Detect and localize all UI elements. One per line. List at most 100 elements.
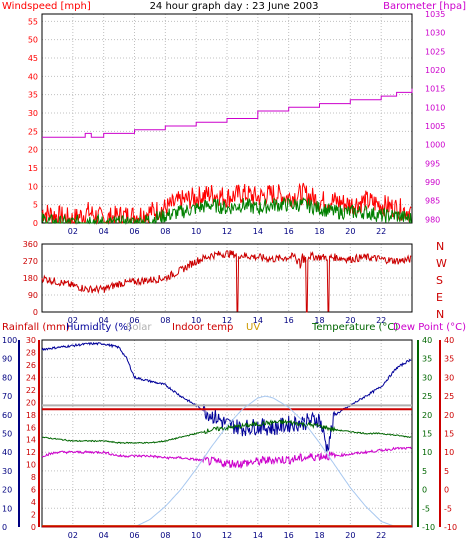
rainfall-tick-label: 0 [31,523,36,532]
rainfall-tick-label: 12 [26,448,36,457]
rainfall-tick-label: 10 [26,461,36,470]
barometer-tick-label: 1030 [425,29,445,38]
solar-curve-line [134,395,396,528]
temperature-tick-label: 30 [422,373,432,382]
x-tick-label: 04 [99,531,109,540]
x-tick-label: 22 [376,316,386,325]
rainfall-tick-label: 6 [31,486,36,495]
x-tick-label: 06 [129,531,139,540]
barometer-tick-label: 1025 [425,47,445,56]
wind-tick-label: 40 [28,72,38,81]
dewpoint-tick-label: 40 [444,336,454,345]
right-axis-label-barometer: Barometer [hpa] [383,1,466,12]
rainfall-tick-label: 18 [26,411,36,420]
humidity-tick-label: 0 [2,523,7,532]
barometer-tick-label: 1010 [425,103,445,112]
direction-tick-label: 0 [33,308,38,317]
dewpoint-tick-label: 5 [444,467,449,476]
x-tick-label: 16 [284,227,294,236]
barometer-tick-label: 1000 [425,141,445,150]
wind-tick-label: 55 [28,17,38,26]
x-tick-label: 10 [191,531,201,540]
x-tick-label: 04 [99,227,109,236]
dewpoint-tick-label: -5 [444,504,452,513]
wind-tick-label: 10 [28,182,38,191]
legend-entry: Rainfall (mm) [2,322,70,333]
rainfall-tick-label: 22 [26,386,36,395]
x-tick-label: 02 [68,316,78,325]
x-tick-label: 08 [160,316,170,325]
dewpoint-tick-label: 25 [444,392,454,401]
rainfall-tick-label: 16 [26,423,36,432]
rainfall-tick-label: 8 [31,473,36,482]
direction-tick-label: 360 [23,240,38,249]
legend-entry: Dew Point (°C) [393,322,466,333]
x-tick-label: 14 [253,531,263,540]
wind_gust-line [41,196,412,225]
x-tick-label: 18 [314,531,324,540]
wind_speed-line [41,182,412,225]
barometer-line [42,88,413,138]
temperature-tick-label: -5 [422,504,430,513]
legend-entry: Indoor temp [172,322,233,333]
temperature-tick-label: 25 [422,392,432,401]
wind-tick-label: 30 [28,109,38,118]
rainfall-tick-label: 26 [26,361,36,370]
wind-tick-label: 20 [28,146,38,155]
humidity-tick-label: 30 [2,467,12,476]
x-tick-label: 22 [376,531,386,540]
compass-label: W [436,257,447,270]
x-tick-label: 08 [160,227,170,236]
left-axis-label-wind: Windspeed [mph] [2,1,91,12]
x-tick-label: 12 [222,227,232,236]
rainfall-tick-label: 20 [26,398,36,407]
x-tick-label: 06 [129,227,139,236]
dew_point-line [41,446,412,469]
rainfall-tick-label: 14 [26,436,36,445]
rainfall-tick-label: 24 [26,373,36,382]
wind-tick-label: 50 [28,36,38,45]
humidity-tick-label: 90 [2,355,12,364]
wind-tick-label: 0 [33,219,38,228]
x-tick-label: 06 [129,316,139,325]
humidity-tick-label: 40 [2,448,12,457]
x-tick-label: 12 [222,531,232,540]
barometer-tick-label: 985 [425,197,440,206]
barometer-tick-label: 1015 [425,85,445,94]
rainfall-tick-label: 4 [31,498,36,507]
legend-entry: Humidity (%) [66,322,132,333]
wind-tick-label: 15 [28,164,38,173]
barometer-tick-label: 995 [425,159,440,168]
temperature-tick-label: -10 [422,523,435,532]
chart-title: 24 hour graph day : 23 June 2003 [150,1,319,12]
x-tick-label: 20 [345,316,355,325]
wind-tick-label: 5 [33,201,38,210]
x-tick-label: 20 [345,227,355,236]
humidity-tick-label: 80 [2,373,12,382]
barometer-tick-label: 1005 [425,122,445,131]
dewpoint-tick-label: -10 [444,523,457,532]
legend-entry: UV [246,322,260,333]
rainfall-tick-label: 28 [26,348,36,357]
x-tick-label: 10 [191,227,201,236]
wind-tick-label: 35 [28,91,38,100]
temperature-tick-label: 15 [422,430,432,439]
x-tick-label: 10 [191,316,201,325]
humidity-tick-label: 50 [2,430,12,439]
humidity-tick-label: 60 [2,411,12,420]
temperature-tick-label: 40 [422,336,432,345]
dewpoint-tick-label: 10 [444,448,454,457]
humidity-tick-label: 20 [2,486,12,495]
x-tick-label: 22 [376,227,386,236]
temperature-tick-label: 20 [422,411,432,420]
x-tick-label: 16 [284,531,294,540]
temperature-tick-label: 35 [422,355,432,364]
temperature-line [41,418,412,445]
dewpoint-tick-label: 0 [444,486,449,495]
x-tick-label: 16 [284,316,294,325]
dewpoint-tick-label: 15 [444,430,454,439]
compass-label: N [436,308,444,321]
